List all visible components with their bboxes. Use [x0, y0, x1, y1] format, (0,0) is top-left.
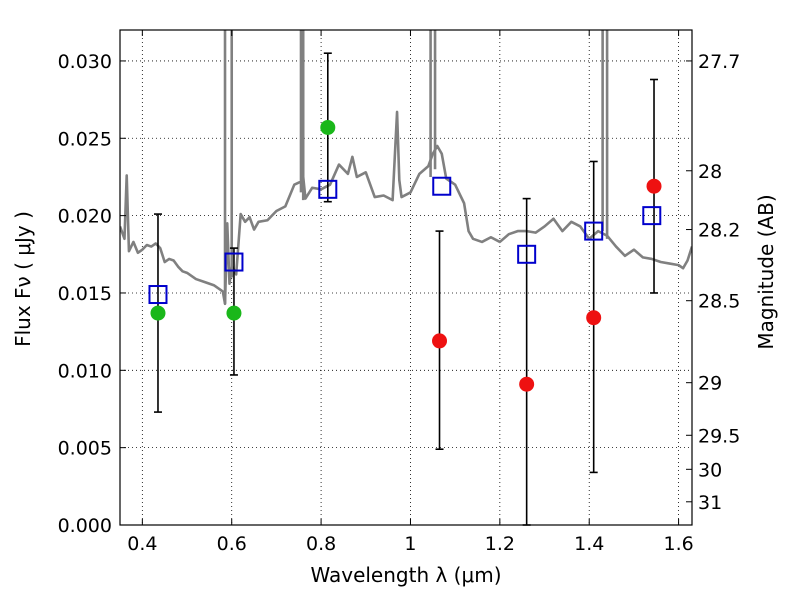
markers-layer: [148, 119, 662, 392]
model-sed-line: [120, 110, 692, 306]
y-tick-label: 0.030: [58, 51, 112, 73]
x-axis-label: Wavelength λ (μm): [310, 563, 501, 587]
x-tick-label: 1.6: [663, 533, 693, 555]
y-tick-label: 0.000: [58, 515, 112, 537]
model-photometry-square: [584, 221, 604, 241]
x-tick-label: 0.8: [306, 533, 336, 555]
y2-tick-label: 28.2: [698, 220, 740, 242]
y2-axis-label: Magnitude (AB): [754, 194, 778, 349]
red-data-point: [646, 178, 662, 194]
y-tick-label: 0.010: [58, 360, 112, 382]
red-data-point: [432, 333, 448, 349]
y2-tick-label: 29.5: [698, 425, 740, 447]
y2-tick-label: 28: [698, 161, 722, 183]
y2-tick-label: 29: [698, 373, 722, 395]
y-tick-label: 0.015: [58, 283, 112, 305]
green-data-point: [150, 305, 166, 321]
y-tick-label: 0.005: [58, 438, 112, 460]
x-tick-label: 1.2: [485, 533, 515, 555]
x-tick-label: 1: [404, 533, 416, 555]
x-tick-label: 0.4: [127, 533, 157, 555]
x-tick-label: 0.6: [217, 533, 247, 555]
model-photometry-square: [517, 244, 537, 264]
y2-tick-label: 30: [698, 459, 722, 481]
error-bars-layer: [153, 52, 659, 526]
y2-tick-label: 31: [698, 492, 722, 514]
tick-labels-layer: 0.4 0.6 0.8 1 1.2 1.4 1.6 0.000 0.005 0.010 0.015 0…: [58, 51, 741, 555]
red-data-point: [586, 310, 602, 326]
red-data-point: [519, 376, 535, 392]
plot-frame: [119, 29, 693, 526]
y2-tick-label: 27.7: [698, 51, 740, 73]
model-sed-layer: [120, 30, 692, 306]
y-tick-label: 0.025: [58, 128, 112, 150]
y-axis-label: Flux Fν ( μJy ): [11, 211, 35, 347]
y2-tick-label: 28.5: [698, 291, 740, 313]
model-photometry-square: [224, 252, 244, 272]
model-photometry-square: [148, 285, 168, 305]
model-photometry-square: [432, 176, 452, 196]
model-photometry-square: [642, 206, 662, 226]
axes-layer: [119, 29, 693, 526]
green-data-point: [226, 305, 242, 321]
x-tick-label: 1.4: [574, 533, 604, 555]
y-tick-label: 0.020: [58, 206, 112, 228]
green-data-point: [320, 119, 336, 135]
model-photometry-square: [318, 179, 338, 199]
